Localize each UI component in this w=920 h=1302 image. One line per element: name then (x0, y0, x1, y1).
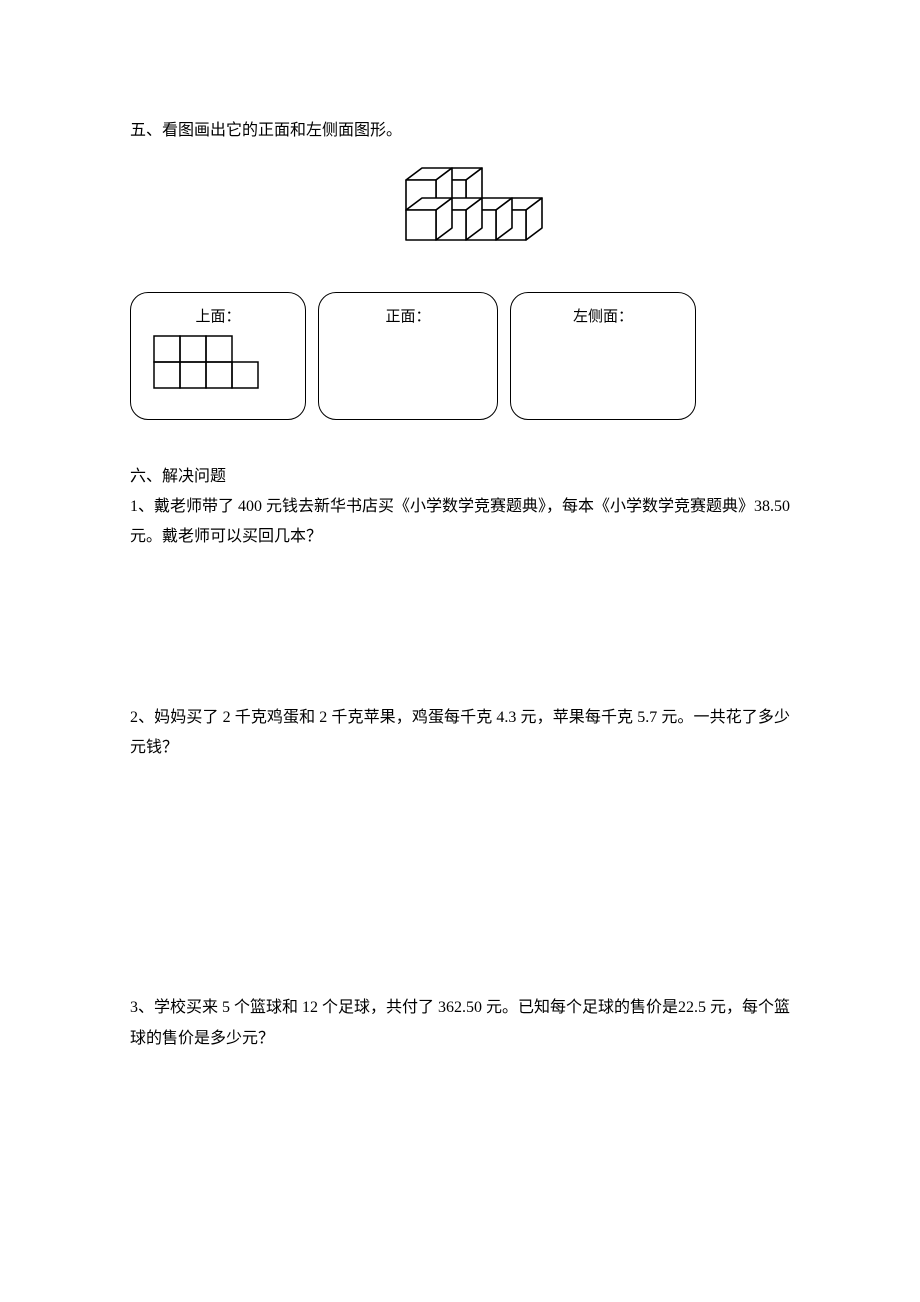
answerbox-front-label: 正面： (333, 305, 483, 329)
cube-isometric-figure (130, 150, 790, 285)
answerbox-front: 正面： (318, 292, 498, 420)
problem-2: 2、妈妈买了 2 千克鸡蛋和 2 千克苹果，鸡蛋每千克 4.3 元，苹果每千克 … (130, 703, 790, 764)
answer-boxes-row: 上面： 正面： (130, 292, 790, 420)
section6-heading: 六、解决问题 (130, 464, 790, 490)
problem-3: 3、学校买来 5 个篮球和 12 个足球，共付了 362.50 元。已知每个足球… (130, 993, 790, 1054)
top-view-grid (153, 335, 291, 399)
answerbox-top-label: 上面： (145, 305, 291, 329)
answerbox-top: 上面： (130, 292, 306, 420)
answerbox-left-label: 左侧面： (525, 305, 681, 329)
section5-heading: 五、看图画出它的正面和左侧面图形。 (130, 118, 790, 144)
problem-1: 1、戴老师带了 400 元钱去新华书店买《小学数学竞赛题典》，每本《小学数学竞赛… (130, 492, 790, 553)
answerbox-left: 左侧面： (510, 292, 696, 420)
